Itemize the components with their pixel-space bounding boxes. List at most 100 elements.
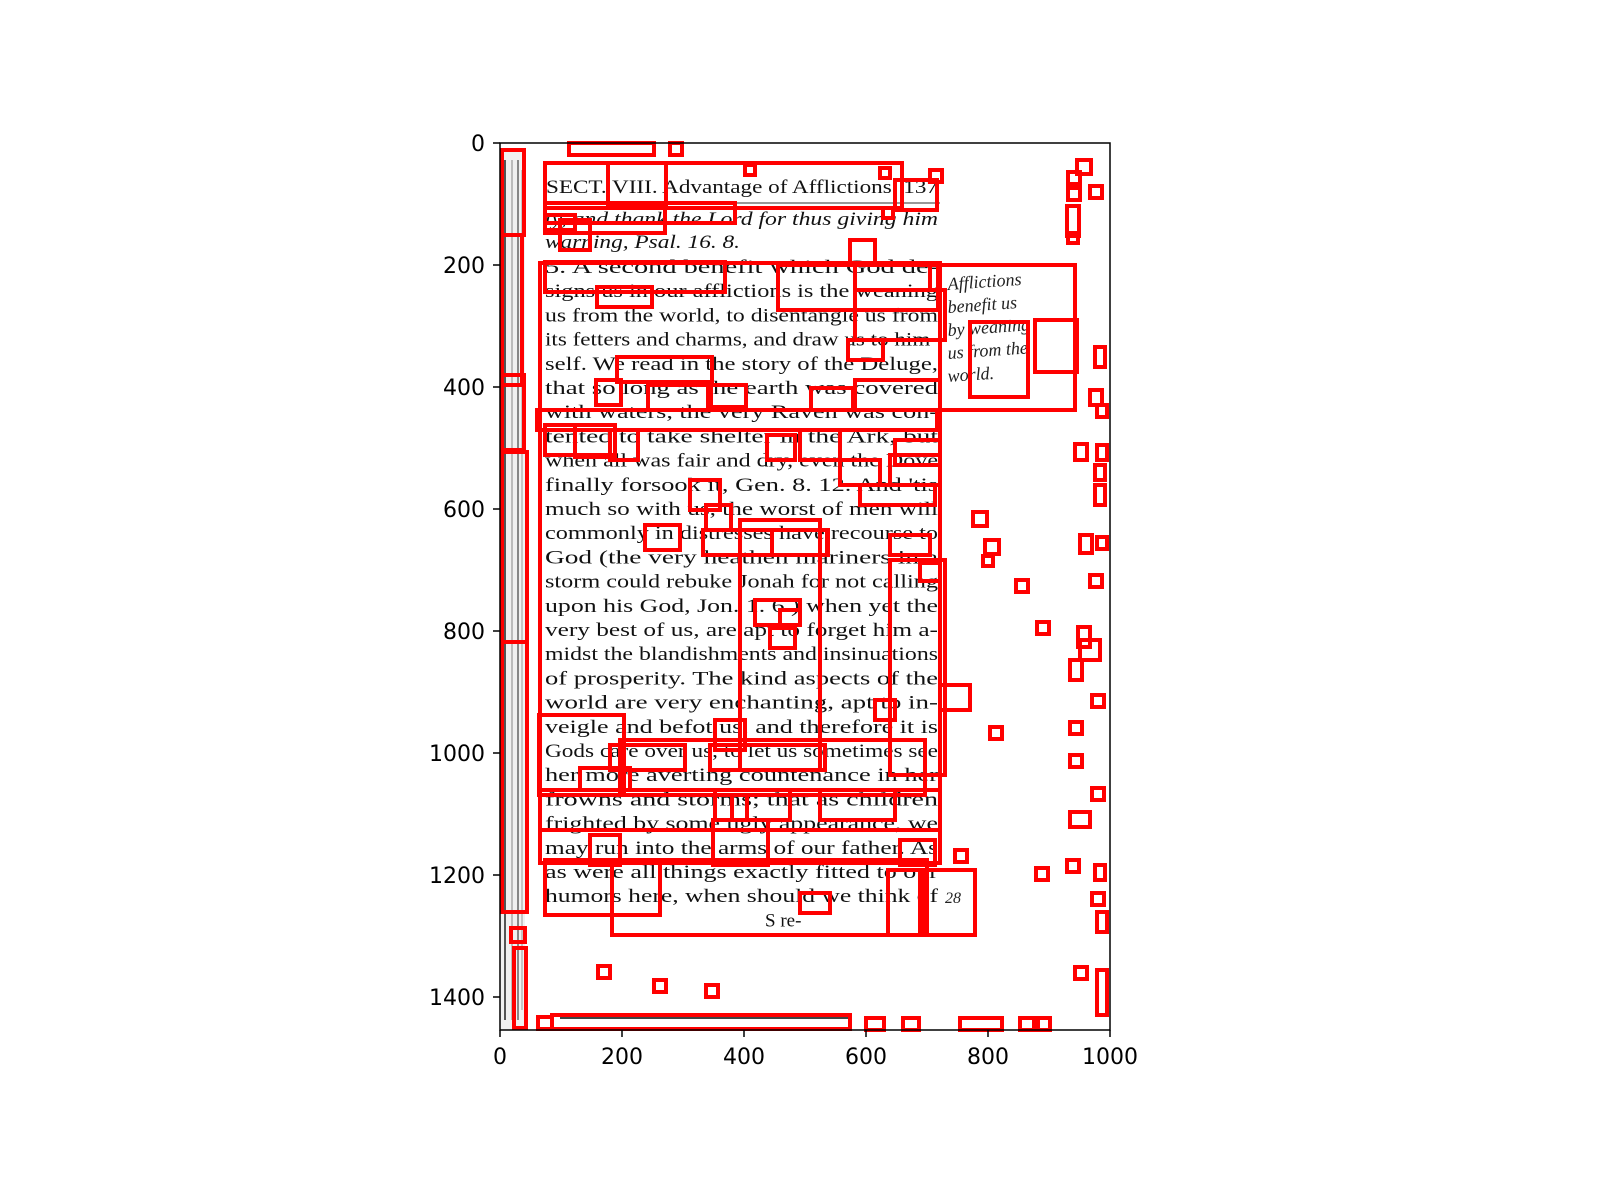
x-tick-label: 200 xyxy=(601,1045,643,1070)
detection-box xyxy=(1095,403,1109,419)
detection-box xyxy=(588,833,622,867)
detection-box xyxy=(1095,535,1109,551)
text-line: may run into the arms of our father. As xyxy=(545,838,938,859)
detection-box xyxy=(1095,910,1109,934)
detection-box xyxy=(610,858,929,937)
detection-box xyxy=(1066,231,1080,245)
y-tick-label: 1000 xyxy=(429,742,485,767)
page-header: SECT. VIII. Advantage of Afflictions. 13… xyxy=(546,177,938,198)
detection-box xyxy=(573,423,617,459)
detection-box xyxy=(594,378,623,407)
detection-box xyxy=(858,483,937,507)
x-tick-label: 600 xyxy=(845,1045,887,1070)
detection-box xyxy=(888,533,932,557)
detection-box xyxy=(893,438,942,467)
detection-box xyxy=(1090,693,1106,709)
handwritten-number: 28 xyxy=(945,890,961,907)
detection-box xyxy=(928,168,944,184)
axis-ticks xyxy=(493,142,1111,1037)
detection-box xyxy=(615,355,714,384)
detection-box xyxy=(893,178,939,212)
text-line: as were all things exactly fitted to our xyxy=(545,862,939,883)
detection-box xyxy=(765,433,797,462)
detection-box xyxy=(1065,858,1081,874)
detection-box xyxy=(535,408,939,432)
detection-box xyxy=(500,640,529,914)
detection-box xyxy=(1068,753,1084,769)
detection-box xyxy=(1066,170,1082,186)
detection-box xyxy=(988,725,1004,741)
detection-box xyxy=(1095,968,1109,1017)
detection-box xyxy=(558,218,592,252)
detection-box xyxy=(743,163,757,177)
x-tick-label: 1000 xyxy=(1082,1045,1138,1070)
detection-box xyxy=(1033,318,1079,374)
detection-box xyxy=(881,206,895,220)
detection-box xyxy=(543,161,904,210)
detection-box xyxy=(1093,863,1107,882)
detection-box xyxy=(1090,786,1106,802)
detection-box xyxy=(595,285,654,309)
text-line: with waters, the very Raven was con- xyxy=(545,402,938,423)
detection-box xyxy=(770,528,829,557)
y-tick-label: 0 xyxy=(471,132,485,157)
detection-box xyxy=(1078,638,1102,662)
detection-box xyxy=(853,288,947,342)
detection-box xyxy=(550,1013,852,1031)
detection-box xyxy=(873,698,897,722)
detection-box xyxy=(1065,204,1081,238)
detection-box xyxy=(1078,533,1094,555)
detection-box xyxy=(1073,965,1089,981)
detection-box xyxy=(918,561,942,583)
marginal-note-line: benefit us xyxy=(947,292,1018,317)
detection-box xyxy=(538,788,942,832)
detection-box xyxy=(596,964,612,980)
detection-box xyxy=(608,743,687,772)
text-line: warning, Psal. 16. 8. xyxy=(545,232,740,253)
x-tick-label: 0 xyxy=(493,1045,507,1070)
detection-box xyxy=(1014,578,1030,594)
detection-box xyxy=(1075,158,1093,176)
detection-box xyxy=(1034,866,1050,882)
detection-box xyxy=(981,554,995,568)
detection-box xyxy=(509,926,527,944)
detection-box xyxy=(878,166,892,180)
detection-box xyxy=(846,338,885,362)
text-line: self. We read in the story of the Deluge… xyxy=(545,354,938,375)
detection-box xyxy=(543,858,662,917)
y-tick-label: 800 xyxy=(443,620,485,645)
detection-box xyxy=(608,428,640,462)
scanned-page: SECT. VIII. Advantage of Afflictions. 13… xyxy=(500,143,1110,1030)
detection-box xyxy=(1088,184,1104,200)
detection-box xyxy=(1068,720,1084,736)
detection-box xyxy=(709,383,748,409)
text-line: humors here, when should we think of xyxy=(545,886,939,907)
detection-box xyxy=(1093,463,1107,482)
detection-box xyxy=(1090,891,1106,907)
x-tick-label: 800 xyxy=(967,1045,1009,1070)
detection-box xyxy=(938,683,972,712)
detection-box xyxy=(1068,658,1084,682)
detection-box xyxy=(1068,810,1092,829)
detection-box xyxy=(1095,443,1109,462)
x-axis-tick-labels: 0 200 400 600 800 1000 xyxy=(493,1045,1138,1070)
detection-box xyxy=(1073,442,1089,462)
x-tick-label: 400 xyxy=(723,1045,765,1070)
y-tick-label: 400 xyxy=(443,376,485,401)
detection-box xyxy=(652,978,668,994)
detection-box xyxy=(1093,345,1107,369)
detection-box xyxy=(512,946,528,1030)
detection-box xyxy=(704,983,720,999)
detection-box xyxy=(886,868,925,937)
detection-box xyxy=(888,558,947,777)
detection-box xyxy=(500,233,524,387)
detection-box xyxy=(798,428,842,462)
detection-box xyxy=(1066,186,1082,202)
detection-box xyxy=(798,891,832,915)
detection-box xyxy=(768,626,797,650)
axes-frame xyxy=(499,142,1111,1031)
y-tick-label: 1400 xyxy=(429,986,485,1011)
detection-box xyxy=(968,320,1030,399)
